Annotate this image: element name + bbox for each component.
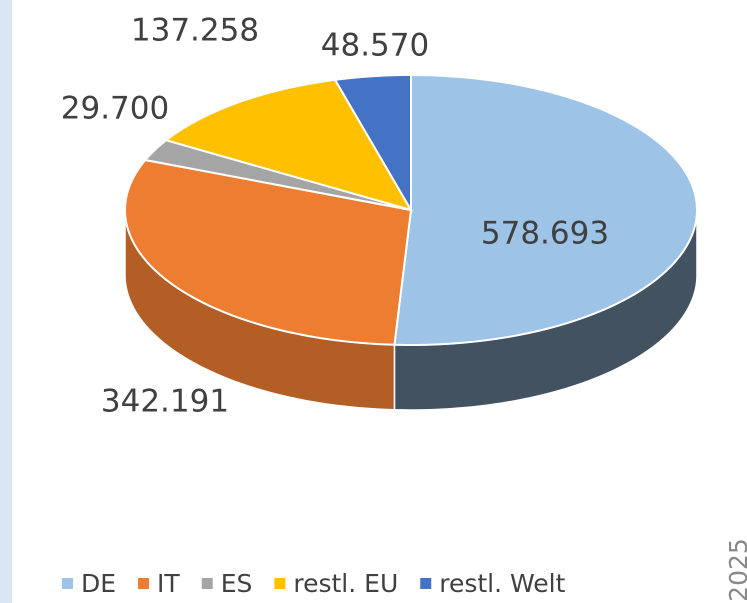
data-label: 29.700 xyxy=(61,91,169,127)
data-label: 342.191 xyxy=(101,384,229,420)
legend-swatch xyxy=(62,578,73,589)
legend-label: IT xyxy=(157,569,180,598)
legend-label: ES xyxy=(221,569,253,598)
slice xyxy=(393,73,698,346)
legend-swatch xyxy=(138,578,150,589)
legend-swatch xyxy=(274,578,286,589)
data-label: 48.570 xyxy=(321,28,429,64)
side-bar xyxy=(0,0,12,603)
side-text: 2025 xyxy=(724,538,747,602)
slice xyxy=(123,158,413,346)
legend-label: DE xyxy=(81,569,116,598)
slice xyxy=(333,73,412,214)
legend-swatch xyxy=(420,578,432,589)
slice xyxy=(143,139,412,211)
legend-label: restl. EU xyxy=(293,569,398,598)
legend-label: restl. Welt xyxy=(439,569,565,598)
legend-swatch xyxy=(201,578,213,589)
slice xyxy=(164,78,414,212)
data-label: 578.693 xyxy=(481,216,609,252)
data-label: 137.258 xyxy=(131,13,259,49)
